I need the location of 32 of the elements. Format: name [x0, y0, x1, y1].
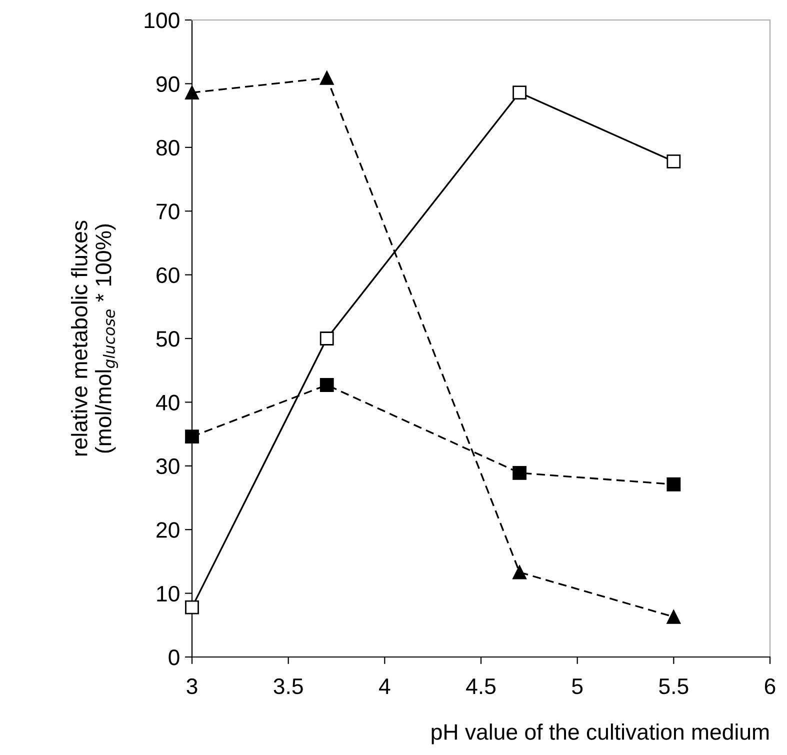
point [666, 610, 681, 624]
x-tick-label: 4.5 [466, 678, 496, 694]
x-tick-label: 5.5 [659, 678, 688, 694]
point [185, 86, 199, 100]
y-tick-label: 80 [156, 140, 180, 156]
y-axis-title: relative metabolic fluxes (mol/mol$_{glucose}$ * 100%) [71, 220, 118, 456]
point [320, 332, 334, 346]
point [666, 154, 681, 168]
y-tick-label: 70 [156, 204, 180, 220]
x-tick-label: 4 [379, 678, 390, 694]
point [185, 600, 199, 614]
point [320, 71, 334, 85]
y-tick-label: 20 [156, 522, 180, 538]
x-tick-label: 6 [764, 678, 776, 694]
x-axis-title: pH value of the cultivation medium [432, 724, 769, 744]
y-tick-label: 100 [144, 12, 180, 28]
x-tick-label: 5 [572, 678, 583, 694]
x-tick-label: 3 [186, 678, 198, 694]
point [512, 86, 526, 100]
y-tick-label: 0 [168, 650, 180, 666]
y-tick-label: 60 [156, 267, 180, 284]
y-tick-label: 30 [156, 458, 180, 474]
point [512, 565, 526, 580]
point [185, 430, 199, 444]
x-tick-label: 3.5 [274, 678, 303, 694]
y-tick-label: 10 [157, 586, 180, 602]
point [320, 378, 334, 392]
y-tick-label: 90 [156, 76, 180, 92]
point [512, 466, 526, 480]
point [666, 477, 681, 492]
y-tick-label: 40 [156, 394, 180, 410]
y-tick-label: 50 [156, 331, 180, 347]
